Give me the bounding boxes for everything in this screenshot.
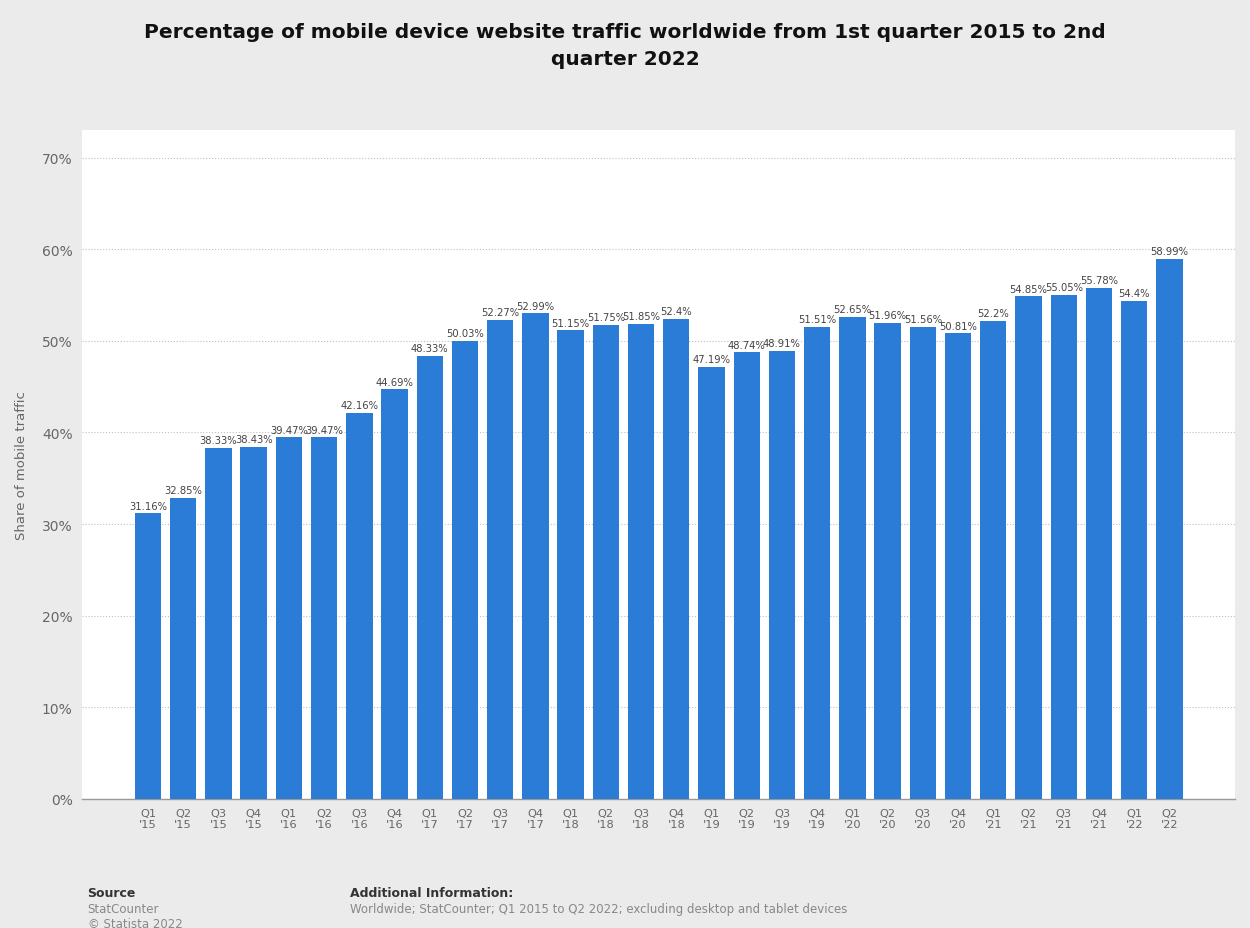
Text: 55.78%: 55.78% bbox=[1080, 276, 1118, 286]
Text: 51.96%: 51.96% bbox=[869, 311, 906, 321]
Bar bbox=[205, 448, 231, 799]
Bar bbox=[1156, 259, 1182, 799]
Text: 51.75%: 51.75% bbox=[586, 313, 625, 323]
Bar bbox=[558, 331, 584, 799]
Bar bbox=[135, 514, 161, 799]
Y-axis label: Share of mobile traffic: Share of mobile traffic bbox=[15, 391, 28, 539]
Text: 50.81%: 50.81% bbox=[939, 321, 978, 331]
Text: 47.19%: 47.19% bbox=[693, 354, 730, 365]
Bar bbox=[1015, 297, 1041, 799]
Text: 48.74%: 48.74% bbox=[728, 341, 765, 350]
Bar bbox=[910, 328, 936, 799]
Text: Percentage of mobile device website traffic worldwide from 1st quarter 2015 to 2: Percentage of mobile device website traf… bbox=[144, 23, 1106, 69]
Bar bbox=[734, 353, 760, 799]
Text: 51.85%: 51.85% bbox=[622, 312, 660, 322]
Text: 38.43%: 38.43% bbox=[235, 434, 272, 445]
Text: 54.4%: 54.4% bbox=[1119, 289, 1150, 299]
Text: 52.2%: 52.2% bbox=[978, 309, 1009, 318]
Bar bbox=[522, 315, 549, 799]
Text: 38.33%: 38.33% bbox=[200, 435, 238, 445]
Bar bbox=[416, 356, 442, 799]
Text: 51.51%: 51.51% bbox=[798, 315, 836, 325]
Bar bbox=[1050, 295, 1078, 799]
Bar bbox=[875, 324, 901, 799]
Text: StatCounter
© Statista 2022: StatCounter © Statista 2022 bbox=[88, 887, 182, 928]
Bar bbox=[1121, 302, 1148, 799]
Text: 52.65%: 52.65% bbox=[834, 304, 871, 315]
Text: 52.99%: 52.99% bbox=[516, 302, 555, 312]
Text: 48.91%: 48.91% bbox=[762, 339, 801, 349]
Text: Source: Source bbox=[88, 886, 136, 899]
Bar bbox=[311, 438, 338, 799]
Bar bbox=[839, 317, 865, 799]
Text: Additional Information:: Additional Information: bbox=[350, 886, 514, 899]
Text: 52.27%: 52.27% bbox=[481, 308, 519, 318]
Text: 42.16%: 42.16% bbox=[340, 401, 379, 410]
Bar bbox=[980, 321, 1006, 799]
Text: 51.15%: 51.15% bbox=[551, 318, 590, 329]
Text: 55.05%: 55.05% bbox=[1045, 282, 1082, 292]
Bar bbox=[699, 367, 725, 799]
Bar bbox=[662, 319, 690, 799]
Text: Worldwide; StatCounter; Q1 2015 to Q2 2022; excluding desktop and tablet devices: Worldwide; StatCounter; Q1 2015 to Q2 20… bbox=[350, 887, 848, 915]
Text: 31.16%: 31.16% bbox=[129, 501, 168, 511]
Text: 58.99%: 58.99% bbox=[1150, 247, 1189, 256]
Bar bbox=[1086, 289, 1112, 799]
Bar bbox=[628, 325, 654, 799]
Bar bbox=[769, 352, 795, 799]
Bar bbox=[346, 413, 372, 799]
Text: 52.4%: 52.4% bbox=[660, 307, 692, 316]
Bar bbox=[945, 334, 971, 799]
Text: 54.85%: 54.85% bbox=[1010, 284, 1048, 294]
Bar bbox=[592, 326, 619, 799]
Bar bbox=[488, 321, 514, 799]
Text: 44.69%: 44.69% bbox=[375, 378, 414, 387]
Text: 51.56%: 51.56% bbox=[904, 315, 942, 325]
Bar bbox=[240, 447, 266, 799]
Text: 48.33%: 48.33% bbox=[411, 344, 449, 354]
Text: 39.47%: 39.47% bbox=[305, 425, 343, 435]
Bar bbox=[451, 342, 479, 799]
Bar bbox=[276, 438, 302, 799]
Bar bbox=[170, 498, 196, 799]
Bar bbox=[804, 328, 830, 799]
Bar bbox=[381, 390, 408, 799]
Text: 50.03%: 50.03% bbox=[446, 329, 484, 339]
Text: 32.85%: 32.85% bbox=[164, 485, 202, 496]
Text: 39.47%: 39.47% bbox=[270, 425, 308, 435]
